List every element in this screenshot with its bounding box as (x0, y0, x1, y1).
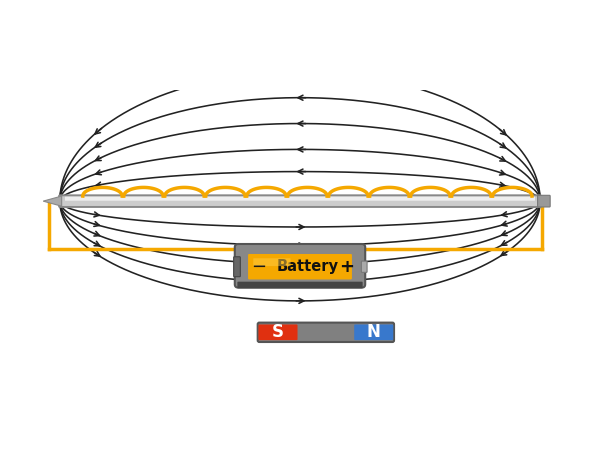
FancyBboxPatch shape (361, 261, 367, 272)
FancyBboxPatch shape (238, 281, 362, 288)
FancyBboxPatch shape (235, 244, 365, 287)
FancyBboxPatch shape (538, 195, 550, 207)
FancyBboxPatch shape (354, 325, 394, 340)
Text: +: + (340, 258, 355, 276)
FancyBboxPatch shape (248, 254, 352, 280)
Polygon shape (43, 196, 62, 206)
FancyBboxPatch shape (259, 325, 298, 340)
Text: Battery: Battery (277, 259, 338, 274)
Text: N: N (367, 323, 380, 341)
FancyBboxPatch shape (59, 195, 541, 207)
Text: −: − (251, 258, 266, 276)
FancyBboxPatch shape (65, 197, 535, 201)
FancyBboxPatch shape (257, 323, 394, 342)
FancyBboxPatch shape (253, 258, 290, 266)
FancyBboxPatch shape (233, 257, 241, 276)
Text: S: S (272, 323, 284, 341)
